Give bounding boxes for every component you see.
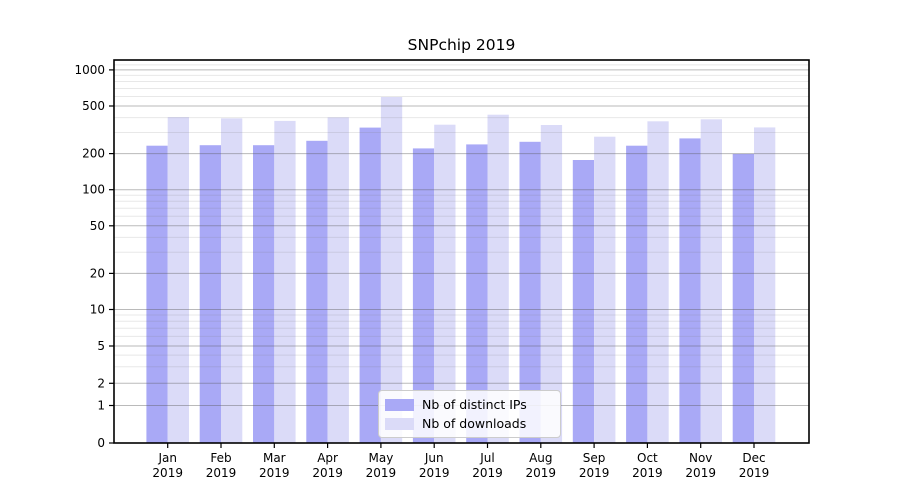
legend-item-downloads: Nb of downloads — [385, 416, 551, 431]
x-tick-label: Dec 2019 — [739, 451, 770, 480]
y-axis: 0 1 2 5 10 20 50 100 200 500 1000 — [74, 63, 114, 450]
bar-jan-downloads — [167, 117, 189, 443]
y-tick-label: 5 — [97, 339, 105, 353]
legend-label-distinct-ips: Nb of distinct IPs — [422, 397, 527, 412]
x-tick-label: Jul 2019 — [472, 451, 503, 480]
gridlines-group — [114, 59, 809, 406]
bar-may-downloads — [380, 97, 403, 443]
bar-sep-downloads — [594, 136, 616, 443]
bar-oct-downloads — [647, 121, 669, 444]
plot-frame — [113, 59, 810, 444]
y-tick-label: 10 — [90, 303, 105, 317]
bar-mar-downloads — [274, 120, 296, 444]
x-tick-label: Aug 2019 — [526, 451, 557, 480]
chart-title: SNPchip 2019 — [407, 36, 516, 54]
x-tick-label: Sep 2019 — [579, 451, 610, 480]
x-axis: Jan 2019 Feb 2019 Mar 2019 Apr 2019 May 2019 Jun 20… — [152, 443, 769, 480]
bar-nov-distinct-ips — [679, 138, 701, 443]
y-tick-label: 1000 — [74, 63, 105, 77]
y-tick-label: 1 — [97, 399, 105, 413]
bar-apr-distinct-ips — [306, 140, 328, 444]
x-tick-label: Nov 2019 — [685, 451, 716, 480]
bar-jul-distinct-ips — [466, 144, 488, 443]
legend-item-distinct-ips: Nb of distinct IPs — [385, 397, 551, 412]
y-tick-label: 0 — [97, 436, 105, 450]
bar-oct-distinct-ips — [626, 145, 648, 443]
bar-nov-downloads — [700, 119, 722, 444]
bar-dec-downloads — [754, 127, 776, 444]
legend-label-downloads: Nb of downloads — [422, 416, 527, 431]
x-tick-label: Mar 2019 — [259, 451, 290, 480]
y-tick-label: 2 — [97, 376, 105, 390]
bar-aug-distinct-ips — [519, 141, 541, 444]
y-tick-label: 20 — [90, 266, 105, 280]
legend-swatch-distinct-ips — [385, 398, 414, 411]
bar-apr-downloads — [327, 117, 349, 444]
y-tick-label: 100 — [82, 183, 105, 197]
bar-jan-distinct-ips — [146, 145, 168, 443]
legend-swatch-downloads — [385, 417, 414, 430]
chart-legend: Nb of distinct IPs Nb of downloads — [378, 390, 561, 438]
bar-may-distinct-ips — [359, 127, 381, 443]
bar-aug-downloads — [540, 125, 563, 443]
bar-feb-distinct-ips — [199, 145, 221, 443]
x-tick-label: Jan 2019 — [152, 451, 183, 480]
bar-jun-downloads — [434, 124, 456, 443]
bar-jul-downloads — [487, 114, 509, 443]
y-tick-label: 500 — [82, 99, 105, 113]
bars-group — [146, 97, 776, 444]
y-tick-label: 200 — [82, 147, 105, 161]
x-tick-label: Oct 2019 — [632, 451, 663, 480]
bar-feb-downloads — [221, 118, 243, 444]
bar-jun-distinct-ips — [412, 148, 435, 443]
x-tick-label: Feb 2019 — [206, 451, 237, 480]
bar-dec-distinct-ips — [732, 153, 754, 443]
bar-sep-distinct-ips — [572, 160, 595, 443]
x-tick-label: Apr 2019 — [312, 451, 343, 480]
x-tick-label: May 2019 — [366, 451, 397, 480]
bar-mar-distinct-ips — [253, 145, 275, 443]
y-tick-label: 50 — [90, 219, 105, 233]
x-tick-label: Jun 2019 — [419, 451, 450, 480]
